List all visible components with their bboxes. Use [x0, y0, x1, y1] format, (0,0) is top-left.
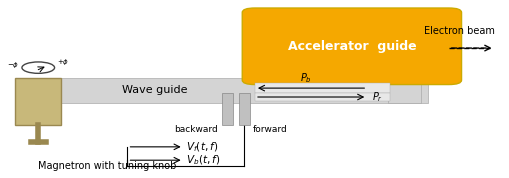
- Bar: [221, 93, 233, 125]
- Bar: [61, 78, 428, 103]
- Text: Accelerator  guide: Accelerator guide: [287, 40, 415, 53]
- Bar: [254, 83, 389, 93]
- FancyBboxPatch shape: [242, 8, 461, 85]
- Text: $P_b$: $P_b$: [299, 71, 312, 85]
- Bar: [15, 78, 61, 125]
- Text: Electron beam: Electron beam: [423, 26, 493, 36]
- Text: $V_b(t,f)$: $V_b(t,f)$: [186, 153, 220, 167]
- Bar: [254, 93, 389, 101]
- Text: $-\phi$: $-\phi$: [7, 60, 19, 70]
- Bar: [238, 93, 249, 125]
- Bar: [387, 75, 420, 103]
- Text: Magnetron with tuning knob: Magnetron with tuning knob: [38, 161, 176, 171]
- Text: $+\phi$: $+\phi$: [57, 57, 69, 67]
- Text: $V_f(t,f)$: $V_f(t,f)$: [186, 140, 218, 154]
- Text: backward: backward: [174, 125, 218, 135]
- Circle shape: [22, 62, 54, 73]
- Text: Wave guide: Wave guide: [122, 85, 187, 95]
- Text: forward: forward: [252, 125, 287, 135]
- Text: $P_r$: $P_r$: [372, 90, 383, 104]
